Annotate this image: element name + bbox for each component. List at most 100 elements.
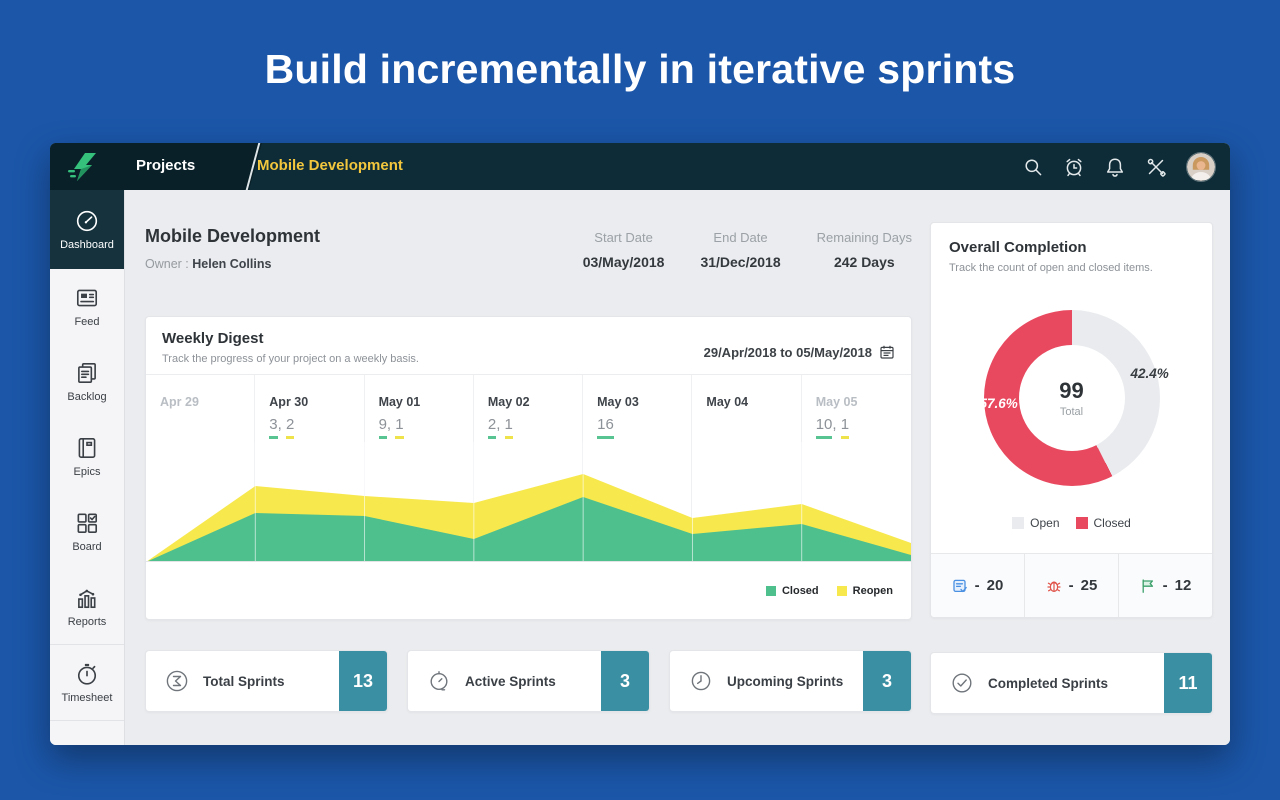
total-sprints-card[interactable]: Total Sprints 13	[145, 650, 388, 712]
hero-title: Build incrementally in iterative sprints	[264, 46, 1016, 92]
legend-item-closed[interactable]: Closed	[765, 584, 819, 597]
legend-label: Closed	[1093, 516, 1131, 530]
overall-completion-header: Overall Completion Track the count of op…	[931, 223, 1212, 274]
story-counter[interactable]: - 20	[931, 554, 1024, 617]
digest-day-values: 9, 1	[378, 416, 473, 439]
tools-icon[interactable]	[1145, 156, 1167, 178]
digest-day-values: 16	[597, 416, 691, 439]
closed-swatch	[1075, 517, 1088, 529]
legend-item-closed[interactable]: Closed	[1075, 516, 1131, 530]
start-date-value: 03/May/2018	[582, 254, 665, 270]
counter-dash: -	[1162, 577, 1168, 594]
upcoming-sprints-card[interactable]: Upcoming Sprints 3	[669, 650, 912, 712]
digest-legend: Closed Reopen	[146, 562, 911, 619]
project-title: Mobile Development	[145, 226, 321, 246]
sidebar-separator	[50, 720, 124, 721]
sidebar-item-board[interactable]: Board	[50, 494, 124, 569]
digest-date-range: 29/Apr/2018 to 05/May/2018	[703, 344, 872, 360]
weekly-digest-title: Weekly Digest	[162, 330, 264, 347]
weekly-digest-card: Weekly Digest Track the progress of your…	[145, 316, 912, 620]
check-circle-icon	[952, 673, 972, 693]
sidebar-label: Dashboard	[60, 239, 114, 251]
legend-label: Closed	[781, 584, 819, 597]
counter-value: 25	[1080, 577, 1098, 594]
calendar-icon	[880, 345, 894, 359]
bug-icon	[1047, 581, 1061, 592]
digest-day-column: May 01 9, 1	[365, 375, 474, 562]
sidebar-item-backlog[interactable]: Backlog	[50, 344, 124, 419]
owner-label: Owner :	[145, 257, 189, 271]
remaining-days-value: 242 Days	[833, 254, 895, 270]
sidebar-item-timesheet[interactable]: Timesheet	[50, 645, 124, 720]
weekly-digest-subtitle: Track the progress of your project on a …	[162, 353, 419, 365]
notifications-icon[interactable]	[1104, 156, 1126, 178]
owner-name: Helen Collins	[192, 257, 272, 271]
feed-icon	[76, 289, 98, 307]
legend-label: Reopen	[852, 584, 893, 597]
closed-swatch	[765, 585, 776, 596]
search-icon[interactable]	[1022, 156, 1044, 178]
dashboard-icon	[76, 210, 98, 232]
digest-chart-area: Apr 29 Apr 30 3, 2 May 01 9, 1 May 02 2, 1 May …	[146, 375, 911, 562]
legend-item-reopen[interactable]: Reopen	[836, 584, 893, 597]
donut-total-label: Total	[1059, 406, 1084, 418]
nav-projects[interactable]: Projects	[136, 157, 196, 174]
digest-day-label: Apr 29	[160, 395, 199, 409]
reminder-icon[interactable]	[1063, 156, 1085, 178]
bug-counter[interactable]: - 25	[1024, 554, 1118, 617]
sprint-card-label: Active Sprints	[465, 673, 556, 689]
active-sprints-card[interactable]: Active Sprints 3	[407, 650, 650, 712]
counter-value: 12	[1174, 577, 1192, 594]
tab-active-project[interactable]: Mobile Development	[257, 157, 403, 174]
sidebar-label: Board	[72, 541, 102, 553]
sidebar-item-dashboard[interactable]: Dashboard	[50, 190, 124, 269]
flag-counter[interactable]: - 12	[1118, 554, 1212, 617]
sidebar-label: Reports	[67, 616, 107, 628]
start-date-label: Start Date	[594, 230, 653, 245]
digest-day-label: Apr 30	[269, 395, 309, 409]
sidebar-item-reports[interactable]: Reports	[50, 569, 124, 644]
sprint-card-label: Completed Sprints	[988, 675, 1109, 691]
counter-dash: -	[1068, 577, 1074, 594]
completed-sprints-card[interactable]: Completed Sprints 11	[930, 652, 1213, 714]
sprint-card-label: Total Sprints	[203, 673, 285, 689]
legend-item-open[interactable]: Open	[1012, 516, 1060, 530]
digest-area-chart	[146, 442, 911, 562]
sprint-card-value: 3	[601, 651, 649, 711]
sprint-card-label: Upcoming Sprints	[727, 673, 844, 689]
weekly-digest-header: Weekly Digest Track the progress of your…	[146, 317, 911, 375]
project-header: Mobile Development Owner : Helen Collins…	[145, 206, 912, 298]
backlog-icon	[78, 362, 96, 384]
digest-day-values: 10, 1	[815, 416, 911, 439]
user-avatar[interactable]	[1186, 151, 1216, 182]
open-swatch	[1012, 517, 1025, 529]
sidebar-item-feed[interactable]: Feed	[50, 269, 124, 344]
overall-completion-subtitle: Track the count of open and closed items…	[949, 262, 1153, 274]
board-icon	[77, 513, 98, 534]
sprint-summary-row: Total Sprints 13 Active Sprints 3 Upcomi…	[145, 650, 912, 712]
stopwatch-icon	[430, 671, 448, 691]
completion-legend: Open Closed	[931, 516, 1212, 530]
sprints-logo-icon[interactable]	[65, 150, 99, 184]
project-owner: Owner : Helen Collins	[145, 257, 320, 271]
digest-date-range-picker[interactable]: 29/Apr/2018 to 05/May/2018	[704, 330, 895, 365]
sidebar-label: Feed	[74, 316, 100, 328]
sigma-icon	[166, 670, 188, 692]
item-counters: - 20 - 25	[931, 553, 1212, 617]
digest-day-values: 2, 1	[487, 416, 582, 439]
sprint-card-value: 3	[863, 651, 911, 711]
counter-dash: -	[974, 577, 980, 594]
app-window: Projects Mobile Development	[50, 143, 1230, 745]
sidebar-item-epics[interactable]: Epics	[50, 419, 124, 494]
story-icon	[953, 579, 967, 592]
digest-day-column: May 03 16	[583, 375, 693, 562]
sprint-card-value: 11	[1164, 653, 1212, 713]
right-column: Overall Completion Track the count of op…	[930, 206, 1213, 745]
overall-completion-card: Overall Completion Track the count of op…	[930, 222, 1213, 618]
donut-center: 99 Total	[1018, 345, 1125, 451]
main-content: Mobile Development Owner : Helen Collins…	[125, 190, 1230, 745]
flag-icon	[1142, 578, 1153, 593]
remaining-days-label: Remaining Days	[816, 230, 912, 245]
project-dates: Start Date 03/May/2018 End Date 31/Dec/2…	[583, 226, 912, 298]
